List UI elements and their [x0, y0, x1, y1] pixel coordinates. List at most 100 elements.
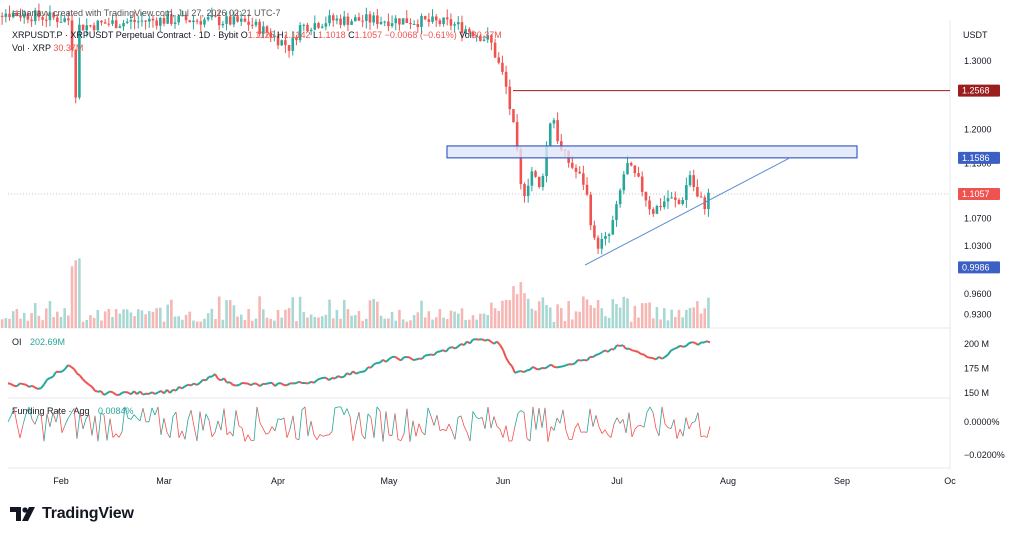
candle-body: [280, 40, 284, 46]
funding-segment: [265, 432, 270, 435]
funding-segment: [466, 432, 471, 442]
funding-segment: [556, 417, 561, 424]
funding-segment: [85, 414, 90, 419]
tradingview-logo[interactable]: TradingView: [10, 505, 134, 523]
ohlc-o-label: O: [240, 30, 248, 40]
volume-bar: [618, 307, 622, 328]
oi-segment: [160, 390, 165, 395]
symbol-name[interactable]: XRPUSDT.P · XRPUSDT Perpetual Contract ·…: [12, 30, 239, 40]
oi-segment: [697, 341, 702, 346]
x-tick-label: Apr: [271, 476, 285, 486]
volume-bar: [239, 314, 243, 328]
volume-legend[interactable]: Vol · XRP 30.37M: [12, 43, 83, 53]
candle-body: [648, 200, 651, 210]
volume-bar: [295, 321, 298, 328]
funding-segment: [142, 408, 147, 423]
funding-segment: [169, 416, 174, 438]
volume-bar: [26, 320, 30, 328]
oi-segment: [364, 366, 369, 372]
time-axis: Feb Mar Apr May Jun Jul Aug Sep Oc: [53, 476, 956, 486]
x-tick-label: Jul: [611, 476, 623, 486]
volume-bar: [89, 315, 92, 328]
volume-bar: [401, 319, 405, 328]
volume-legend-label: Vol · XRP: [12, 43, 51, 53]
price-axis: 1.30001.20001.15001.07001.03000.96000.93…: [958, 56, 1005, 460]
oi-segment: [436, 350, 441, 353]
candle-body: [611, 220, 615, 235]
candle-body: [427, 19, 431, 22]
oi-segment: [511, 365, 516, 374]
volume-bar: [170, 299, 173, 328]
oi-segment: [574, 359, 579, 364]
funding-segment: [565, 430, 570, 440]
oi-segment: [415, 357, 420, 361]
funding-segment: [634, 425, 639, 430]
volume-bars: [0, 258, 710, 328]
candle-body: [471, 31, 475, 37]
candle-body: [493, 42, 497, 58]
oi-segment: [340, 375, 345, 379]
candle-body: [273, 35, 276, 38]
volume-bar: [317, 317, 320, 328]
candle-body: [519, 149, 523, 185]
oi-segment: [187, 383, 192, 387]
oi-segment: [217, 377, 222, 382]
candle-body: [33, 10, 37, 22]
volume-bar: [376, 301, 379, 328]
volume-bar: [217, 296, 221, 328]
candle-body: [637, 173, 640, 177]
x-tick-label: Sep: [834, 476, 850, 486]
funding-segment: [286, 429, 291, 438]
price-tag: [958, 151, 1000, 164]
oi-segment: [133, 390, 138, 395]
candle-body: [357, 17, 361, 21]
candle-body: [490, 35, 493, 43]
candle-body: [339, 18, 342, 25]
ascending-trendline: [584, 157, 791, 266]
oi-segment: [109, 390, 114, 394]
funding-segment: [49, 412, 54, 427]
funding-segment: [481, 417, 486, 429]
candle-body: [232, 16, 236, 25]
candle-body: [530, 171, 534, 186]
oi-segment: [76, 372, 81, 377]
funding-segment: [178, 430, 183, 438]
funding-segment: [397, 439, 402, 442]
volume-bar: [567, 301, 570, 328]
candle-body: [416, 24, 420, 28]
funding-segment: [559, 409, 564, 424]
oi-segment: [214, 373, 219, 380]
x-tick-label: Mar: [156, 476, 172, 486]
oi-segment: [49, 375, 54, 379]
funding-segment: [343, 408, 348, 415]
funding-segment: [472, 411, 477, 418]
oi-segment: [7, 382, 12, 385]
candle-body: [571, 162, 574, 168]
oi-segment: [520, 370, 525, 374]
oi-segment: [526, 368, 531, 372]
funding-tick-label: 0.0000%: [964, 417, 1000, 427]
funding-segment: [289, 415, 294, 430]
candle-body: [155, 20, 158, 26]
funding-segment: [379, 410, 384, 442]
candle-body: [291, 37, 295, 51]
volume-bar: [515, 294, 519, 328]
price-tag: [958, 261, 1000, 274]
oi-segment: [310, 380, 315, 384]
candle-body: [56, 17, 59, 23]
volume-bar: [607, 317, 611, 328]
funding-segment: [304, 406, 309, 437]
oi-segment: [79, 374, 84, 381]
volume-bar: [159, 307, 162, 328]
oi-segment: [127, 391, 132, 396]
candle-body: [96, 20, 100, 31]
funding-segment: [508, 440, 513, 442]
candle-body: [662, 201, 666, 208]
oi-segment: [559, 365, 564, 368]
oi-tick-label: 150 M: [964, 388, 989, 398]
oi-segment: [535, 367, 540, 371]
funding-segment: [670, 419, 675, 429]
candle-body: [81, 24, 85, 31]
volume-bar: [490, 302, 493, 328]
